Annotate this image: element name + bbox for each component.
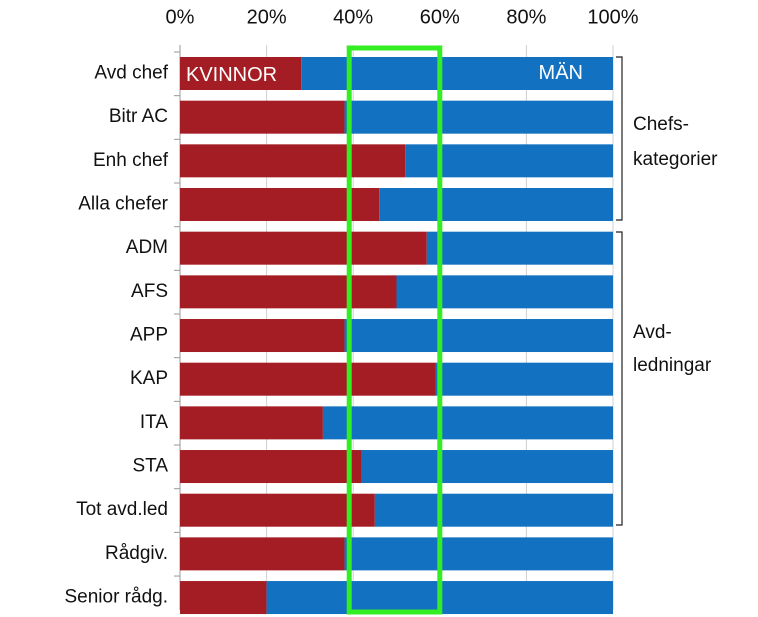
group-label: Chefs-: [633, 114, 689, 135]
bar-segment: [180, 188, 380, 222]
bar-segment: [180, 144, 406, 178]
y-tick-label: KAP: [130, 368, 168, 389]
bar-segment: [396, 275, 613, 309]
bar-segment: [180, 406, 323, 440]
y-tick-label: Avd chef: [94, 63, 168, 84]
highlight-box: [346, 45, 443, 615]
bar-segment: [180, 493, 375, 527]
bar-segment: [344, 319, 613, 353]
bar-segment: [180, 581, 267, 615]
x-tick-label: 0%: [166, 6, 195, 28]
group-bracket: [616, 56, 623, 221]
bar-segment: [180, 319, 345, 353]
y-tick-label: Tot avd.led: [76, 499, 168, 520]
legend-label: MÄN: [539, 62, 583, 84]
bar-segment: [344, 537, 613, 571]
y-tick-label: Alla chefer: [78, 194, 168, 215]
x-tick-label: 60%: [420, 6, 460, 28]
y-tick-label: AFS: [131, 281, 168, 302]
bar-segment: [374, 493, 613, 527]
y-tick-label: Rådgiv.: [105, 543, 168, 564]
bar-segment: [361, 450, 613, 484]
bar-segment: [180, 275, 397, 309]
y-tick-label: ADM: [126, 237, 168, 258]
bar-segment: [426, 231, 613, 265]
bar-segment: [180, 537, 345, 571]
x-tick-label: 80%: [506, 6, 546, 28]
y-tick-label: Bitr AC: [109, 106, 168, 127]
bar-segment: [180, 362, 436, 396]
bar-segment: [301, 57, 613, 90]
group-label: ledningar: [633, 355, 712, 376]
bar-segment: [344, 100, 613, 134]
bar-segment: [322, 406, 613, 440]
x-tick-label: 20%: [247, 6, 287, 28]
bar-segment: [180, 450, 362, 484]
bar-segment: [435, 362, 613, 396]
bar-segment: [405, 144, 613, 178]
group-label: kategorier: [633, 149, 718, 170]
legend-label: KVINNOR: [186, 64, 277, 86]
y-tick-label: STA: [132, 456, 168, 477]
y-tick-label: Senior rådg.: [64, 587, 168, 608]
bar-segment: [180, 57, 302, 90]
x-tick-label: 40%: [333, 6, 373, 28]
x-tick-label: 100%: [587, 6, 638, 28]
y-tick-label: ITA: [140, 412, 168, 433]
group-bracket: [616, 231, 623, 526]
bar-segment: [379, 188, 613, 222]
bar-segment: [180, 231, 427, 265]
group-label: Avd-: [633, 322, 672, 343]
y-tick-label: Enh chef: [93, 150, 169, 171]
bar-segment: [180, 100, 345, 134]
y-tick-label: APP: [130, 325, 168, 346]
